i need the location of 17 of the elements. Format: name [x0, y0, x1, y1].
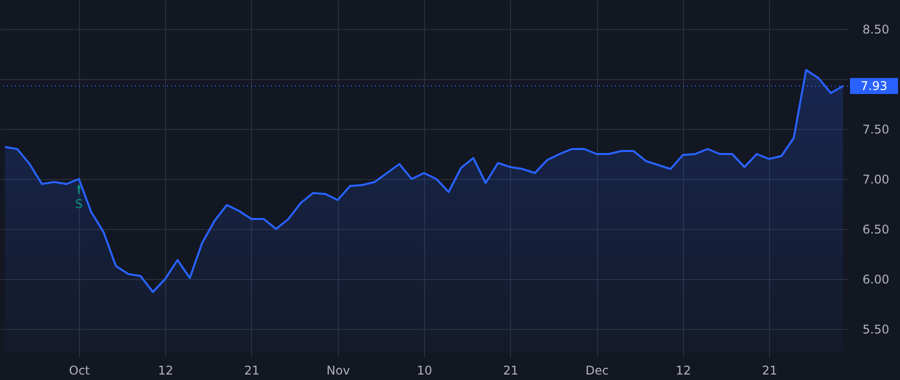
x-tick-label: Nov — [326, 364, 350, 378]
y-tick-label: 7.50 — [862, 122, 890, 136]
x-tick-label: 10 — [416, 364, 432, 378]
y-tick-label: 6.50 — [862, 222, 890, 236]
annotation: S — [75, 197, 83, 211]
y-tick-label: 8.50 — [862, 22, 890, 36]
x-tick-label: Dec — [585, 364, 609, 378]
x-tick-label: 21 — [244, 364, 260, 378]
y-tick-label: 7.00 — [862, 172, 890, 186]
y-tick-label: 5.50 — [862, 322, 890, 336]
x-tick-label: Oct — [69, 364, 90, 378]
ref-line-label: 7.93 — [860, 79, 888, 93]
y-tick-label: 6.00 — [862, 272, 890, 286]
x-tick-label: 12 — [676, 364, 691, 378]
x-tick-label: 21 — [503, 364, 518, 378]
x-tick-label: 12 — [158, 364, 174, 378]
x-tick-label: 21 — [762, 364, 778, 378]
